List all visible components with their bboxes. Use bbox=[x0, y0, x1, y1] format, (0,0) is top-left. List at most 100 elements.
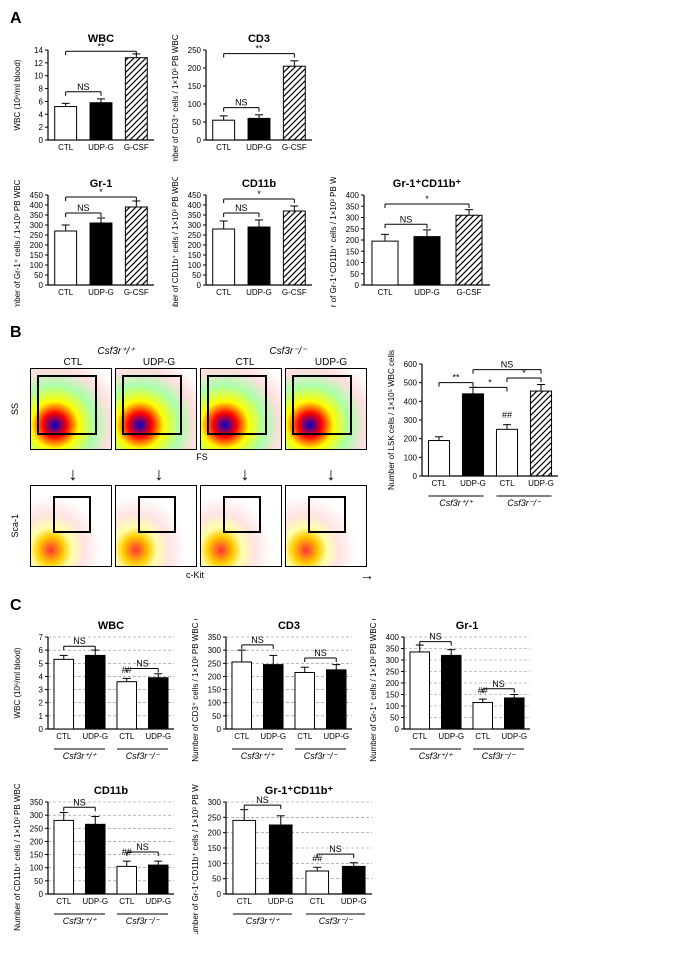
svg-text:50: 50 bbox=[212, 875, 221, 884]
flow-gate bbox=[37, 375, 97, 435]
svg-text:Csf3r⁺/⁺: Csf3r⁺/⁺ bbox=[419, 751, 454, 761]
bar-chart-svg: 050100150200250300350400450CTLUDP-GG-CSF… bbox=[10, 177, 160, 307]
panel-a-row2: 050100150200250300350400450CTLUDP-GG-CSF… bbox=[10, 177, 690, 310]
svg-text:CTL: CTL bbox=[377, 288, 393, 297]
flow-cytometry-block: Csf3r⁺/⁺ Csf3r⁻/⁻ CTL UDP-G CTL UDP-G SS bbox=[10, 346, 374, 583]
svg-text:Number of LSK cells / 1×10⁵ WB: Number of LSK cells / 1×10⁵ WBC cells bbox=[387, 350, 396, 490]
svg-text:100: 100 bbox=[188, 100, 202, 109]
svg-text:UDP-G: UDP-G bbox=[82, 732, 108, 741]
svg-text:0: 0 bbox=[197, 136, 202, 145]
svg-text:250: 250 bbox=[346, 225, 360, 234]
svg-text:##: ## bbox=[478, 686, 488, 696]
svg-text:250: 250 bbox=[30, 231, 44, 240]
flow-treat-3: UDP-G bbox=[288, 357, 374, 368]
svg-text:Number of CD3⁺ cells / 1×10³ P: Number of CD3⁺ cells / 1×10³ PB WBC cell… bbox=[191, 619, 200, 762]
panel-c: C 01234567CTLUDP-GCTLUDP-GCsf3r⁺/⁺Csf3r⁻… bbox=[10, 597, 690, 937]
arrow-right-icon: → bbox=[360, 567, 374, 583]
svg-text:Csf3r⁻/⁻: Csf3r⁻/⁻ bbox=[319, 916, 354, 926]
svg-text:##: ## bbox=[122, 847, 132, 857]
svg-text:100: 100 bbox=[404, 453, 418, 462]
svg-text:0: 0 bbox=[197, 281, 202, 290]
svg-text:300: 300 bbox=[208, 646, 222, 655]
svg-text:Gr-1: Gr-1 bbox=[90, 178, 113, 190]
bar-chart: 050100150200250300350CTLUDP-GCTLUDP-GCsf… bbox=[10, 784, 180, 937]
svg-text:4: 4 bbox=[39, 110, 44, 119]
svg-text:NS: NS bbox=[73, 636, 86, 646]
svg-text:250: 250 bbox=[208, 659, 222, 668]
bar-chart-svg: 050100150200250CTLUDP-GG-CSFNS**CD3Numbe… bbox=[168, 32, 318, 162]
svg-text:100: 100 bbox=[386, 702, 400, 711]
bar-chart-svg: 050100150200250300350CTLUDP-GCTLUDP-GCsf… bbox=[10, 784, 180, 934]
svg-text:4: 4 bbox=[39, 672, 44, 681]
flow-plot-sca-1 bbox=[115, 485, 197, 567]
svg-text:Csf3r⁺/⁺: Csf3r⁺/⁺ bbox=[246, 916, 281, 926]
svg-text:*: * bbox=[425, 194, 429, 204]
flow-gate bbox=[138, 496, 176, 534]
svg-text:CTL: CTL bbox=[499, 479, 515, 488]
panel-c-row1: 01234567CTLUDP-GCTLUDP-GCsf3r⁺/⁺Csf3r⁻/⁻… bbox=[10, 619, 690, 772]
bar-chart: 0100200300400500600CTLUDP-GCTLUDP-GCsf3r… bbox=[384, 346, 564, 519]
svg-text:UDP-G: UDP-G bbox=[260, 732, 286, 741]
svg-text:50: 50 bbox=[212, 712, 221, 721]
arrow-down-icon: ↓ bbox=[30, 464, 116, 485]
bar-chart: 050100150200250300CTLUDP-GCTLUDP-GCsf3r⁺… bbox=[188, 784, 378, 937]
svg-text:100: 100 bbox=[346, 259, 360, 268]
flow-geno-ko: Csf3r⁻/⁻ bbox=[202, 346, 374, 357]
flow-row1-xlab: FS bbox=[30, 452, 374, 462]
svg-text:*: * bbox=[488, 377, 492, 387]
svg-text:UDP-G: UDP-G bbox=[88, 288, 114, 297]
svg-text:1: 1 bbox=[39, 712, 44, 721]
svg-text:400: 400 bbox=[346, 191, 360, 200]
svg-text:NS: NS bbox=[77, 82, 90, 92]
svg-text:12: 12 bbox=[34, 59, 43, 68]
svg-text:NS: NS bbox=[251, 635, 264, 645]
svg-text:6: 6 bbox=[39, 97, 44, 106]
svg-text:Number of Gr-1⁺ cells / 1×10³: Number of Gr-1⁺ cells / 1×10³ PB WBC cel… bbox=[13, 177, 22, 307]
flow-plot-ss-1 bbox=[115, 368, 197, 450]
svg-text:UDP-G: UDP-G bbox=[268, 897, 294, 906]
svg-text:150: 150 bbox=[346, 247, 360, 256]
svg-text:##: ## bbox=[122, 665, 132, 675]
svg-text:CTL: CTL bbox=[56, 897, 72, 906]
svg-text:Gr-1: Gr-1 bbox=[456, 620, 479, 632]
svg-text:500: 500 bbox=[404, 379, 418, 388]
svg-text:450: 450 bbox=[188, 191, 202, 200]
bar-chart-svg: 050100150200250300350400CTLUDP-GG-CSFNS*… bbox=[326, 177, 496, 307]
svg-text:400: 400 bbox=[386, 633, 400, 642]
svg-text:##: ## bbox=[502, 410, 512, 420]
svg-text:0: 0 bbox=[217, 890, 222, 899]
svg-text:100: 100 bbox=[208, 859, 222, 868]
svg-text:NS: NS bbox=[400, 214, 413, 224]
svg-text:0: 0 bbox=[39, 725, 44, 734]
svg-text:NS: NS bbox=[136, 659, 149, 669]
svg-text:Number of CD3⁺ cells / 1×10³ P: Number of CD3⁺ cells / 1×10³ PB WBC cell… bbox=[171, 32, 180, 162]
svg-text:UDP-G: UDP-G bbox=[323, 732, 349, 741]
svg-text:Csf3r⁻/⁻: Csf3r⁻/⁻ bbox=[126, 751, 161, 761]
panel-a-label: A bbox=[10, 10, 690, 28]
svg-text:150: 150 bbox=[208, 844, 222, 853]
svg-text:G-CSF: G-CSF bbox=[282, 288, 307, 297]
svg-text:14: 14 bbox=[34, 46, 43, 55]
svg-text:0: 0 bbox=[39, 136, 44, 145]
svg-text:WBC (10⁶/ml blood): WBC (10⁶/ml blood) bbox=[13, 647, 22, 718]
bar-chart-svg: 01234567CTLUDP-GCTLUDP-GCsf3r⁺/⁺Csf3r⁻/⁻… bbox=[10, 619, 180, 769]
svg-text:50: 50 bbox=[34, 877, 43, 886]
svg-text:300: 300 bbox=[404, 416, 418, 425]
flow-row2-xlab: c-Kit bbox=[30, 570, 360, 580]
svg-text:0: 0 bbox=[39, 890, 44, 899]
flow-plot-ss-3 bbox=[285, 368, 367, 450]
svg-text:50: 50 bbox=[192, 118, 201, 127]
svg-text:Number of Gr-1⁺CD11b⁺ cells /: Number of Gr-1⁺CD11b⁺ cells / 1×10³ PB W… bbox=[191, 784, 200, 934]
svg-text:50: 50 bbox=[390, 714, 399, 723]
svg-text:Csf3r⁻/⁻: Csf3r⁻/⁻ bbox=[507, 498, 542, 508]
svg-text:50: 50 bbox=[34, 271, 43, 280]
bar-chart: 050100150200250300350CTLUDP-GCTLUDP-GCsf… bbox=[188, 619, 358, 772]
svg-text:CTL: CTL bbox=[119, 897, 135, 906]
svg-text:CTL: CTL bbox=[431, 479, 447, 488]
svg-text:50: 50 bbox=[192, 271, 201, 280]
svg-text:UDP-G: UDP-G bbox=[438, 732, 464, 741]
svg-text:Number of CD11b⁺ cells / 1×10³: Number of CD11b⁺ cells / 1×10³ PB WBC ce… bbox=[171, 177, 180, 307]
svg-text:100: 100 bbox=[208, 699, 222, 708]
svg-text:NS: NS bbox=[73, 797, 86, 807]
svg-text:G-CSF: G-CSF bbox=[457, 288, 482, 297]
